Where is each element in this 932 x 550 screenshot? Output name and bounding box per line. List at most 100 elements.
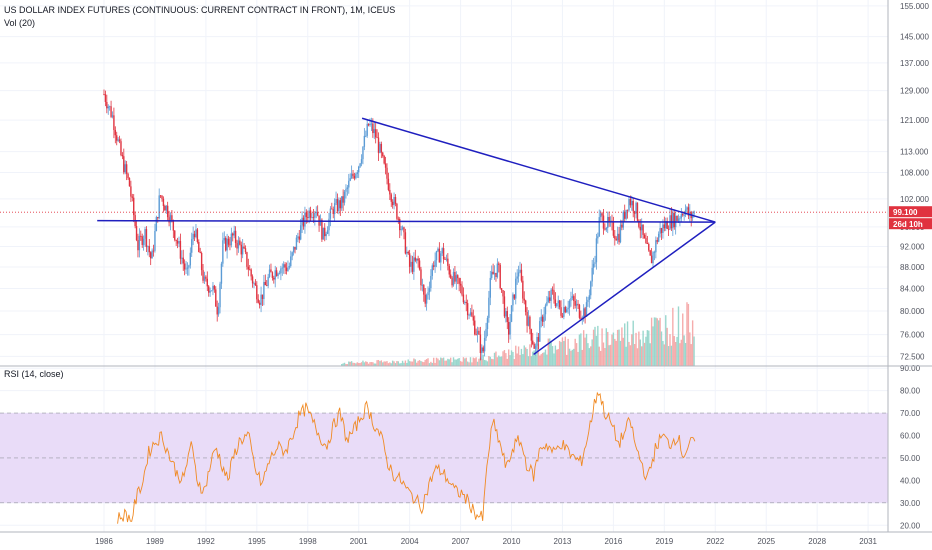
volume-bar xyxy=(420,361,422,366)
volume-bar xyxy=(458,357,460,366)
candle-body xyxy=(369,123,371,126)
candle-body xyxy=(268,269,271,277)
candle-body xyxy=(360,159,363,164)
volume-bar xyxy=(475,357,477,366)
candle-body xyxy=(541,316,544,322)
volume-bar xyxy=(645,336,647,366)
volume-bar xyxy=(638,331,640,366)
candle-body xyxy=(537,336,540,342)
candle-body xyxy=(148,246,150,253)
candle-body xyxy=(393,197,395,206)
volume-bar xyxy=(496,357,499,366)
volume-bar xyxy=(465,357,467,366)
candle-body xyxy=(400,229,402,231)
candle-body xyxy=(285,267,288,271)
x-tick-label: 2031 xyxy=(859,537,877,546)
candle-body xyxy=(519,269,521,273)
candle-body xyxy=(331,208,333,210)
candle-body xyxy=(336,199,339,212)
volume-bar xyxy=(469,357,472,366)
volume-bar xyxy=(575,343,578,366)
candle-body xyxy=(656,240,658,242)
candle-body xyxy=(495,272,497,277)
candle-body xyxy=(643,234,646,239)
volume-bar xyxy=(669,334,671,366)
candle-body xyxy=(592,263,595,268)
trendlines[interactable] xyxy=(97,117,716,356)
volume-bar xyxy=(393,361,395,366)
candle-body xyxy=(168,217,170,223)
volume-bar xyxy=(558,340,561,366)
volume-bar xyxy=(481,359,483,366)
volume-bar xyxy=(560,342,562,366)
candle-body xyxy=(154,231,156,251)
rsi-band xyxy=(0,412,888,504)
candle-body xyxy=(536,336,538,346)
volume-bar xyxy=(670,345,673,366)
candle-body xyxy=(597,236,599,239)
price-tick-label: 84.000 xyxy=(900,284,925,293)
price-tick-label: 88.000 xyxy=(900,263,925,272)
volume-bar xyxy=(454,359,456,366)
candle-body xyxy=(305,212,308,218)
candle-body xyxy=(553,290,555,300)
candle-body xyxy=(563,307,565,317)
candle-body xyxy=(500,288,503,291)
labels: US DOLLAR INDEX FUTURES (CONTINUOUS: CUR… xyxy=(4,5,395,379)
candle-body xyxy=(642,224,644,235)
candle-body xyxy=(108,106,111,108)
volume-bar xyxy=(377,359,380,366)
volume-bar xyxy=(427,358,429,366)
candle-body xyxy=(486,317,489,330)
volume-bar xyxy=(690,344,692,366)
candle-body xyxy=(481,347,483,354)
candle-body xyxy=(543,314,545,322)
candle-body xyxy=(176,240,179,244)
volume-bar xyxy=(628,341,630,366)
candle-body xyxy=(198,241,200,253)
volume-bar xyxy=(512,351,514,366)
candle-body xyxy=(114,129,117,136)
rsi-tick-label: 20.00 xyxy=(900,521,921,530)
candle-body xyxy=(309,210,312,218)
volume-bar xyxy=(343,362,346,366)
volume-bar xyxy=(451,362,453,366)
candle-body xyxy=(251,276,254,284)
candle-body xyxy=(355,173,357,179)
candle-body xyxy=(499,264,501,289)
volume-bar xyxy=(657,320,660,366)
volume-bar xyxy=(391,360,394,366)
volume-bar xyxy=(485,360,487,366)
volume-bar xyxy=(353,362,356,366)
candle-body xyxy=(271,272,274,278)
candle-body xyxy=(502,290,504,297)
volume-bar xyxy=(438,360,441,366)
candle-body xyxy=(556,303,558,307)
candle-body xyxy=(275,270,278,277)
candles[interactable] xyxy=(103,89,695,361)
candle-body xyxy=(457,275,459,279)
candle-body xyxy=(193,233,196,238)
volume-bar xyxy=(680,339,683,366)
candle-body xyxy=(547,297,550,303)
price-tick-label: 92.000 xyxy=(900,242,925,251)
rsi-line xyxy=(117,391,696,524)
candle-body xyxy=(551,289,554,291)
candle-body xyxy=(527,316,530,326)
candle-body xyxy=(455,275,458,282)
candle-body xyxy=(682,214,684,216)
volume-bar xyxy=(537,343,540,366)
candle-body xyxy=(299,225,302,240)
volume-bar xyxy=(435,357,438,366)
candle-body xyxy=(430,275,432,289)
candle-body xyxy=(687,207,690,216)
candle-body xyxy=(549,297,551,301)
candle-body xyxy=(657,233,660,242)
candle-body xyxy=(379,143,381,153)
candle-body xyxy=(210,290,213,292)
candle-body xyxy=(135,226,138,241)
price-tick-label: 137.000 xyxy=(900,59,929,68)
candle-body xyxy=(465,301,467,304)
candle-body xyxy=(349,178,351,181)
